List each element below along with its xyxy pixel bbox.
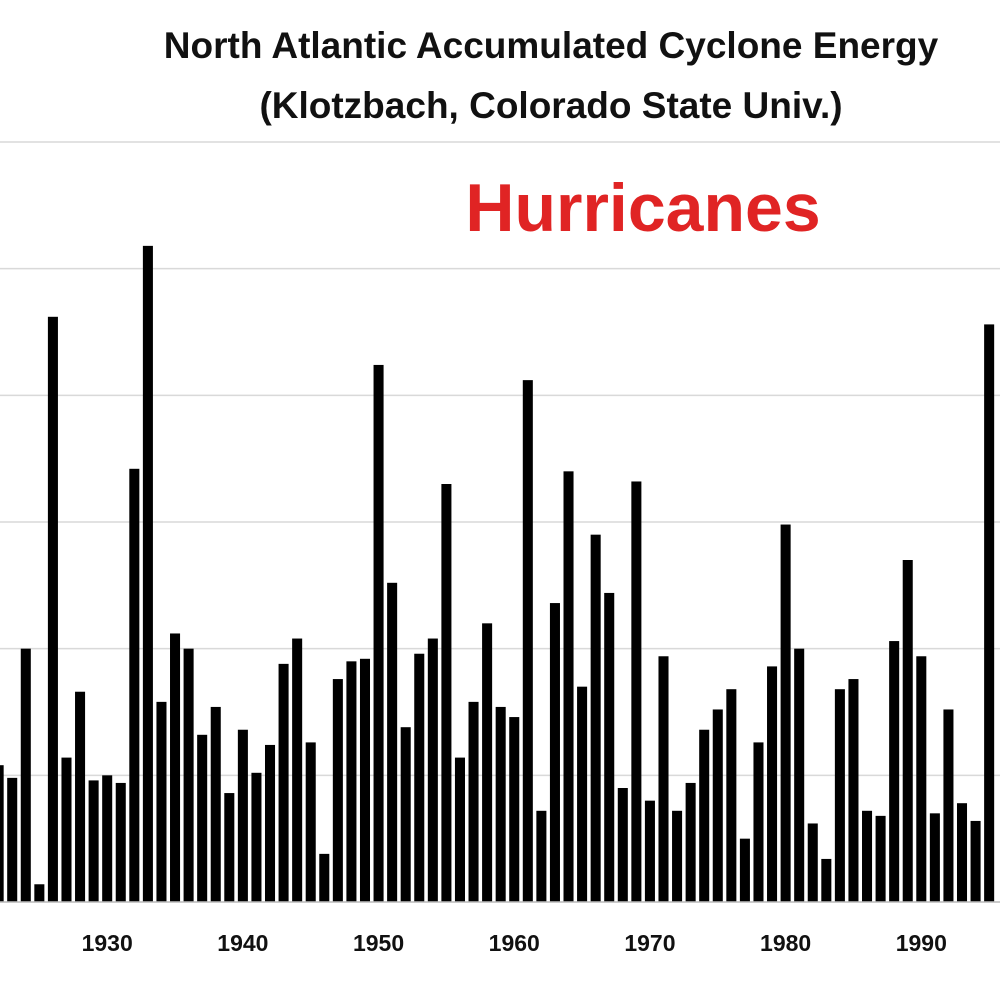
bar: [821, 858, 832, 902]
x-tick-label: 1980: [760, 930, 811, 956]
bar: [672, 810, 683, 902]
annotation: Hurricanes: [465, 170, 820, 246]
chart-title: North Atlantic Accumulated Cyclone Energ…: [164, 25, 939, 66]
bar: [468, 701, 479, 902]
chart-subtitle: (Klotzbach, Colorado State Univ.): [259, 85, 842, 126]
bar: [685, 782, 696, 902]
bar: [739, 838, 750, 902]
bar: [536, 810, 547, 902]
bar: [604, 592, 615, 902]
bar: [590, 534, 601, 902]
bar: [509, 717, 520, 902]
bar: [7, 777, 18, 902]
bar: [170, 633, 181, 902]
bar: [902, 560, 913, 902]
bar: [767, 666, 778, 902]
bar: [197, 734, 208, 902]
bar: [794, 648, 805, 902]
bar: [47, 316, 58, 902]
bar: [970, 820, 981, 902]
x-tick-label: 1940: [217, 930, 268, 956]
x-tick-label: 1990: [896, 930, 947, 956]
x-tick-label: 1930: [82, 930, 133, 956]
bar: [210, 706, 221, 902]
bar: [61, 757, 72, 902]
bar: [889, 641, 900, 902]
bar: [129, 468, 140, 902]
bar: [943, 709, 954, 902]
bar: [373, 364, 384, 902]
bar: [142, 245, 153, 902]
bar: [102, 775, 113, 902]
bar: [332, 679, 343, 902]
bar: [414, 653, 425, 902]
bar: [699, 729, 710, 902]
bar: [237, 729, 248, 902]
grid: 0501001502002503001920193019401950196019…: [0, 141, 1000, 956]
bar: [387, 582, 398, 902]
bar: [359, 658, 371, 902]
bar: [183, 648, 194, 902]
x-tick-label: 1960: [489, 930, 540, 956]
bar: [712, 709, 723, 902]
bar: [726, 689, 737, 902]
bar: [115, 782, 126, 902]
bar: [305, 742, 316, 902]
bar: [20, 648, 31, 902]
bar: [577, 686, 588, 902]
bar: [644, 800, 655, 902]
bar: [482, 623, 493, 902]
bar: [780, 524, 791, 902]
bar: [0, 765, 4, 902]
bar: [156, 701, 167, 902]
bar: [984, 324, 995, 902]
bar: [251, 772, 262, 902]
bar: [34, 884, 45, 902]
bar: [88, 780, 99, 902]
bar: [848, 679, 859, 902]
bar: [427, 638, 438, 902]
bar: [834, 689, 845, 902]
bar: [400, 727, 411, 902]
bar: [862, 810, 873, 902]
bar: [563, 471, 574, 902]
bar: [441, 484, 452, 902]
bar: [617, 788, 628, 902]
bar: [346, 661, 357, 902]
bar: [522, 380, 533, 903]
bars: [0, 245, 1000, 903]
bar: [224, 793, 235, 902]
bar: [495, 706, 506, 902]
bar: [807, 823, 818, 902]
bar: [292, 638, 303, 902]
bar: [875, 815, 886, 902]
bar: [658, 656, 669, 902]
bar: [631, 481, 642, 902]
bar: [454, 757, 465, 902]
bar: [264, 744, 276, 902]
bar: [549, 603, 560, 902]
bar: [929, 813, 940, 902]
bar: [75, 691, 86, 902]
bar: [753, 742, 764, 902]
x-tick-label: 1970: [624, 930, 675, 956]
bar: [278, 663, 289, 902]
x-tick-label: 1950: [353, 930, 404, 956]
bar: [319, 853, 330, 902]
bar: [956, 803, 968, 902]
bar: [916, 656, 927, 902]
